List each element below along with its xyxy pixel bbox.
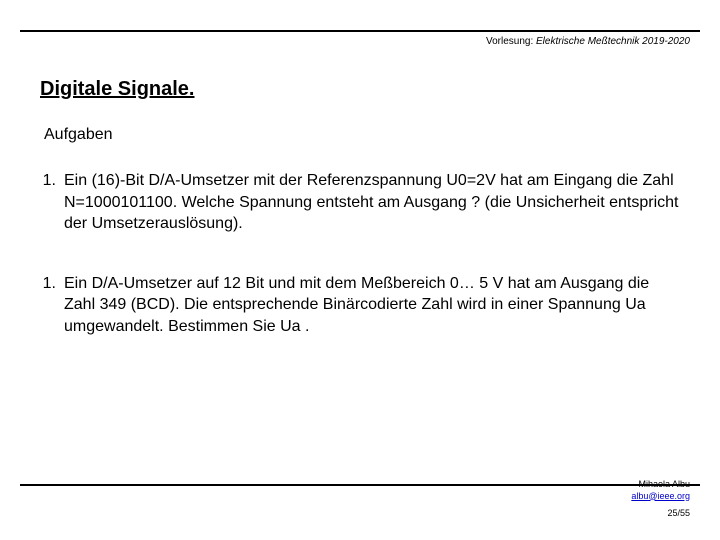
item-text: Ein D/A-Umsetzer auf 12 Bit und mit dem … [64,273,684,338]
item-text: Ein (16)-Bit D/A-Umsetzer mit der Refere… [64,170,684,235]
list-item: 1. Ein (16)-Bit D/A-Umsetzer mit der Ref… [36,170,684,235]
page-subtitle: Aufgaben [44,126,113,144]
task-list: 1. Ein (16)-Bit D/A-Umsetzer mit der Ref… [36,170,684,376]
page-title: Digitale Signale. [40,78,194,101]
item-number: 1. [36,170,64,235]
footer-rule [20,484,700,486]
footer-page-number: 25/55 [631,508,690,520]
header-rule [20,30,700,32]
footer-block: Mihaela Albu albu@ieee.org 25/55 [631,479,690,520]
item-number: 1. [36,273,64,338]
header-course: Elektrische Meßtechnik 2019-2020 [536,36,690,47]
header-text: Vorlesung: Elektrische Meßtechnik 2019-2… [486,36,690,47]
header-prefix: Vorlesung: [486,36,536,47]
footer-author: Mihaela Albu [638,479,690,489]
footer-email[interactable]: albu@ieee.org [631,491,690,503]
slide-page: Vorlesung: Elektrische Meßtechnik 2019-2… [0,0,720,540]
list-item: 1. Ein D/A-Umsetzer auf 12 Bit und mit d… [36,273,684,338]
